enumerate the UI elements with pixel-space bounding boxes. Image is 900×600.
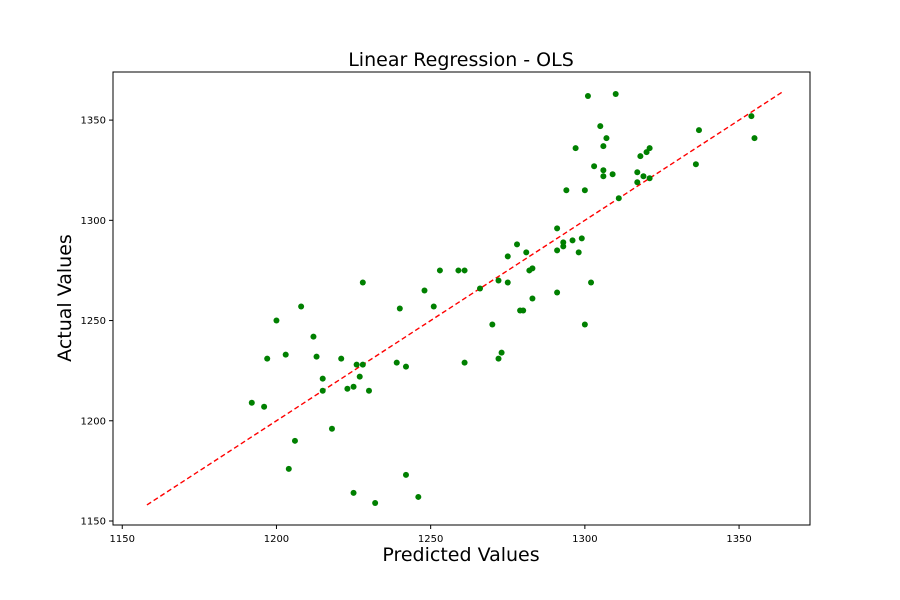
- data-point: [695, 127, 702, 134]
- data-point: [495, 277, 502, 284]
- data-point: [310, 333, 317, 340]
- data-point: [600, 167, 607, 174]
- data-point: [353, 361, 360, 368]
- data-point: [560, 239, 567, 246]
- y-tick-label: 1150: [81, 516, 106, 527]
- x-axis-ticks: 1150 1200 1250 1300 1350: [110, 525, 752, 545]
- data-point: [600, 173, 607, 180]
- data-point: [291, 437, 298, 444]
- data-point: [634, 169, 641, 176]
- data-point: [646, 145, 653, 152]
- data-point: [529, 265, 536, 272]
- data-point: [356, 373, 363, 380]
- data-point: [396, 305, 403, 312]
- y-tick-label: 1250: [81, 316, 106, 327]
- data-point: [600, 143, 607, 150]
- data-point: [421, 287, 428, 294]
- data-point: [591, 163, 598, 170]
- data-point: [273, 317, 280, 324]
- data-point: [572, 145, 579, 152]
- data-points: [248, 91, 758, 506]
- data-point: [646, 175, 653, 182]
- data-point: [338, 355, 345, 362]
- data-point: [319, 375, 326, 382]
- data-point: [692, 161, 699, 168]
- x-tick-label: 1200: [264, 534, 289, 545]
- data-point: [751, 135, 758, 142]
- data-point: [612, 91, 619, 98]
- data-point: [563, 187, 570, 194]
- data-point: [554, 225, 561, 232]
- data-point: [569, 237, 576, 244]
- data-point: [504, 253, 511, 260]
- data-point: [319, 387, 326, 394]
- data-point: [637, 153, 644, 160]
- data-point: [393, 359, 400, 366]
- data-point: [285, 465, 292, 472]
- y-axis-ticks: 1150 1200 1250 1300 1350: [81, 116, 113, 527]
- data-point: [581, 321, 588, 328]
- data-point: [615, 195, 622, 202]
- data-point: [455, 267, 462, 274]
- data-point: [415, 493, 422, 500]
- data-point: [504, 279, 511, 286]
- data-point: [489, 321, 496, 328]
- data-point: [609, 171, 616, 178]
- data-point: [402, 471, 409, 478]
- x-tick-label: 1300: [572, 534, 597, 545]
- data-point: [328, 425, 335, 432]
- data-point: [634, 179, 641, 186]
- data-point: [298, 303, 305, 310]
- data-point: [477, 285, 484, 292]
- data-point: [436, 267, 443, 274]
- data-point: [402, 363, 409, 370]
- data-point: [554, 289, 561, 296]
- x-tick-label: 1150: [110, 534, 135, 545]
- data-point: [365, 387, 372, 394]
- x-tick-label: 1250: [418, 534, 443, 545]
- data-point: [313, 353, 320, 360]
- data-point: [430, 303, 437, 310]
- plot-frame: [112, 71, 811, 526]
- data-point: [578, 235, 585, 242]
- data-point: [461, 359, 468, 366]
- data-point: [359, 279, 366, 286]
- data-point: [350, 489, 357, 496]
- y-tick-label: 1200: [81, 416, 106, 427]
- y-tick-label: 1300: [81, 216, 106, 227]
- data-point: [514, 241, 521, 248]
- x-axis-label: Predicted Values: [382, 544, 539, 566]
- data-point: [461, 267, 468, 274]
- data-point: [748, 113, 755, 120]
- data-point: [359, 361, 366, 368]
- data-point: [529, 295, 536, 302]
- data-point: [264, 355, 271, 362]
- x-tick-label: 1350: [726, 534, 751, 545]
- data-point: [581, 187, 588, 194]
- data-point: [350, 383, 357, 390]
- data-point: [282, 351, 289, 358]
- data-point: [584, 93, 591, 100]
- data-point: [640, 173, 647, 180]
- data-point: [603, 135, 610, 142]
- data-point: [372, 499, 379, 506]
- data-point: [588, 279, 595, 286]
- y-tick-label: 1350: [81, 116, 106, 127]
- data-point: [344, 385, 351, 392]
- chart-title: Linear Regression - OLS: [348, 49, 574, 71]
- reference-line: [146, 91, 783, 506]
- data-point: [520, 307, 527, 314]
- data-point: [248, 399, 255, 406]
- data-point: [554, 247, 561, 254]
- y-axis-label: Actual Values: [54, 234, 76, 362]
- data-point: [523, 249, 530, 256]
- data-point: [498, 349, 505, 356]
- data-point: [597, 123, 604, 130]
- data-point: [495, 355, 502, 362]
- data-point: [575, 249, 582, 256]
- data-point: [261, 403, 268, 410]
